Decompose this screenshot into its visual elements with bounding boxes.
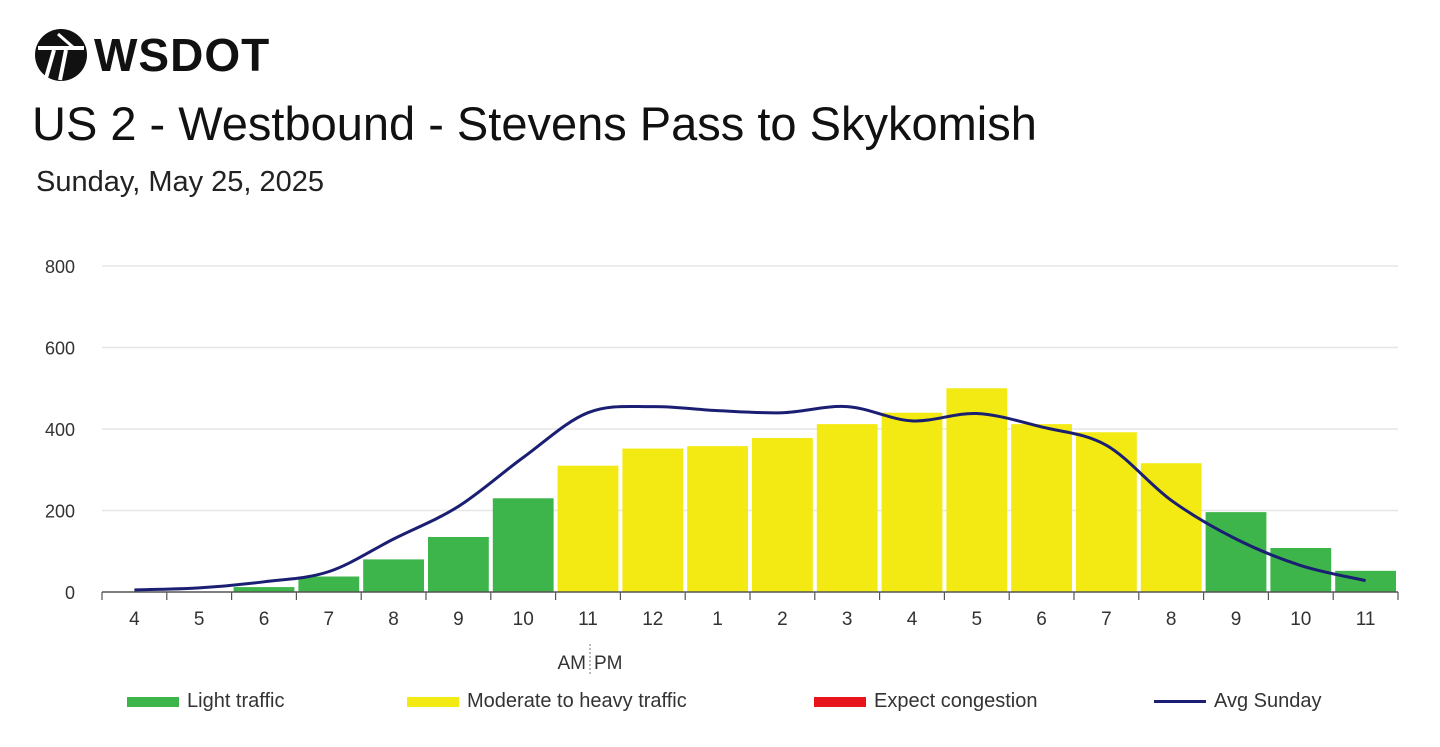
legend-swatch-light [127, 696, 179, 707]
bar-11 [816, 424, 878, 592]
bar-14 [1011, 424, 1072, 592]
x-tick-label: 1 [712, 609, 723, 630]
bar-15 [1076, 432, 1137, 592]
y-tick-label: 200 [45, 502, 75, 522]
x-tick-label: 7 [1101, 609, 1112, 630]
x-tick-label: 3 [842, 609, 853, 630]
legend-item-moderate: Moderate to heavy traffic [407, 690, 687, 713]
x-tick-label: 8 [388, 609, 399, 630]
pm-label: PM [594, 653, 623, 674]
legend-label-congestion: Expect congestion [874, 690, 1038, 712]
x-tick-label: 11 [578, 609, 598, 630]
chart-subtitle: Sunday, May 25, 2025 [36, 166, 325, 198]
bar-3 [298, 576, 360, 592]
y-tick-label: 0 [65, 583, 75, 603]
x-tick-label: 10 [1290, 609, 1311, 630]
x-tick-label: 5 [194, 609, 205, 630]
bar-4 [363, 559, 424, 592]
x-tick-label: 10 [513, 609, 534, 630]
y-tick-label: 400 [45, 420, 75, 440]
chart-legend: Light traffic Moderate to heavy traffic … [0, 690, 1440, 720]
x-tick-label: 8 [1166, 609, 1177, 630]
x-tick-label: 12 [642, 609, 663, 630]
chart-title: US 2 - Westbound - Stevens Pass to Skyko… [32, 97, 1037, 150]
legend-item-light: Light traffic [127, 690, 284, 713]
am-label: AM [558, 653, 587, 674]
x-tick-label: 9 [453, 609, 464, 630]
x-tick-label: 4 [129, 609, 140, 630]
legend-label-light: Light traffic [187, 690, 285, 712]
legend-swatch-congestion [814, 696, 866, 707]
x-tick-label: 7 [324, 609, 335, 630]
bar-8 [622, 448, 684, 592]
bar-10 [752, 437, 813, 592]
legend-swatch-moderate [407, 696, 459, 707]
legend-label-moderate: Moderate to heavy traffic [467, 690, 687, 712]
legend-item-congestion: Expect congestion [814, 690, 1037, 713]
bar-5 [428, 536, 489, 592]
x-tick-label: 11 [1356, 609, 1376, 630]
x-tick-label: 9 [1231, 609, 1242, 630]
bar-13 [946, 388, 1008, 592]
bar-6 [492, 498, 554, 592]
bar-2 [233, 587, 295, 592]
bar-12 [881, 412, 943, 592]
brand-name: WSDOT [94, 29, 271, 81]
x-tick-label: 5 [972, 609, 983, 630]
x-tick-label: 2 [777, 609, 788, 630]
x-tick-label: 4 [907, 609, 918, 630]
legend-label-avg: Avg Sunday [1214, 690, 1322, 712]
wsdot-logo-icon [35, 29, 87, 81]
bar-19 [1335, 570, 1396, 592]
legend-item-avg: Avg Sunday [1154, 690, 1322, 713]
x-tick-label: 6 [259, 609, 270, 630]
y-tick-label: 600 [45, 339, 75, 359]
bar-17 [1205, 512, 1267, 592]
legend-swatch-avg [1154, 700, 1206, 703]
x-tick-label: 6 [1036, 609, 1047, 630]
avg-sunday-line [134, 404, 1366, 592]
wsdot-logo: WSDOT [34, 28, 270, 82]
y-tick-label: 800 [45, 257, 75, 277]
bar-7 [557, 465, 619, 592]
bar-9 [687, 446, 748, 592]
